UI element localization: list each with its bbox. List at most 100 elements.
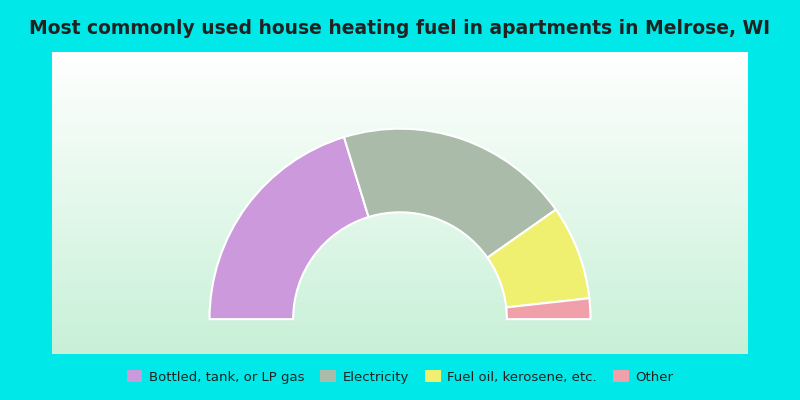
Bar — [51, 171, 749, 173]
Bar — [51, 86, 749, 88]
Bar — [51, 233, 749, 235]
Bar — [51, 338, 749, 340]
Bar — [51, 294, 749, 296]
Bar — [51, 324, 749, 326]
Bar — [51, 227, 749, 229]
Text: Most commonly used house heating fuel in apartments in Melrose, WI: Most commonly used house heating fuel in… — [30, 19, 770, 38]
Bar — [51, 136, 749, 138]
Bar — [51, 140, 749, 142]
Bar — [51, 306, 749, 308]
Bar — [51, 149, 749, 151]
Bar — [51, 76, 749, 78]
Bar — [51, 249, 749, 251]
Bar — [51, 52, 749, 54]
Bar — [51, 280, 749, 282]
Bar — [51, 241, 749, 243]
Bar — [51, 253, 749, 255]
Bar — [51, 282, 749, 284]
Bar — [51, 251, 749, 253]
Bar — [51, 302, 749, 304]
Bar — [51, 304, 749, 306]
Bar — [51, 66, 749, 68]
Bar — [51, 54, 749, 56]
Bar — [51, 225, 749, 227]
Bar — [51, 175, 749, 177]
Bar — [51, 201, 749, 203]
Bar — [51, 181, 749, 183]
Bar — [51, 217, 749, 219]
Bar — [51, 163, 749, 165]
Bar — [51, 235, 749, 237]
Bar — [51, 90, 749, 92]
Bar — [51, 92, 749, 94]
Bar — [51, 330, 749, 332]
Bar — [51, 231, 749, 233]
Bar — [51, 274, 749, 276]
Bar — [51, 229, 749, 231]
Bar — [51, 344, 749, 346]
Bar — [51, 268, 749, 270]
Bar — [51, 122, 749, 124]
Bar — [51, 243, 749, 245]
Bar — [51, 308, 749, 310]
Bar — [51, 296, 749, 298]
Bar — [51, 205, 749, 207]
Bar — [51, 130, 749, 132]
Bar — [51, 169, 749, 171]
Bar — [51, 245, 749, 247]
Bar — [51, 316, 749, 318]
Bar — [51, 189, 749, 191]
Bar — [51, 84, 749, 86]
Bar — [51, 334, 749, 336]
Bar — [51, 219, 749, 221]
Bar — [51, 157, 749, 159]
Bar — [51, 143, 749, 145]
Bar — [51, 213, 749, 215]
Bar — [51, 259, 749, 261]
Bar — [51, 185, 749, 187]
Bar — [51, 138, 749, 140]
Bar — [51, 80, 749, 82]
Bar — [51, 255, 749, 257]
Bar — [51, 78, 749, 80]
Bar — [51, 312, 749, 314]
Bar — [51, 88, 749, 90]
Bar — [51, 286, 749, 288]
Bar — [51, 290, 749, 292]
Bar — [51, 70, 749, 72]
Bar — [51, 195, 749, 197]
Bar — [51, 153, 749, 155]
Bar — [51, 165, 749, 167]
Bar — [51, 207, 749, 209]
Bar — [51, 110, 749, 112]
Legend: Bottled, tank, or LP gas, Electricity, Fuel oil, kerosene, etc., Other: Bottled, tank, or LP gas, Electricity, F… — [126, 370, 674, 384]
Bar — [51, 114, 749, 116]
Bar — [51, 177, 749, 179]
Bar — [51, 264, 749, 266]
Bar — [51, 94, 749, 96]
Bar — [51, 106, 749, 108]
Bar — [51, 104, 749, 106]
Bar — [51, 348, 749, 350]
Bar — [51, 102, 749, 104]
Bar — [51, 215, 749, 217]
Bar — [51, 56, 749, 58]
Bar — [51, 326, 749, 328]
Bar — [51, 82, 749, 84]
Bar — [51, 284, 749, 286]
Bar — [51, 298, 749, 300]
Bar — [51, 346, 749, 348]
Bar — [51, 112, 749, 114]
Bar — [51, 132, 749, 134]
Wedge shape — [210, 137, 369, 319]
Bar — [51, 161, 749, 163]
Bar — [51, 350, 749, 352]
Wedge shape — [487, 210, 590, 308]
Bar — [51, 62, 749, 64]
Bar — [51, 336, 749, 338]
Bar — [51, 197, 749, 199]
Bar — [51, 239, 749, 241]
Bar — [51, 173, 749, 175]
Bar — [51, 60, 749, 62]
Bar — [51, 266, 749, 268]
